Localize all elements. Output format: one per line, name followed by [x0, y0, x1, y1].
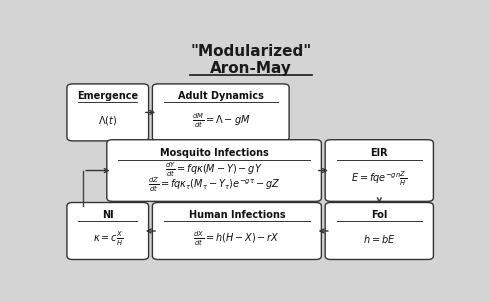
Text: Mosquito Infections: Mosquito Infections [160, 148, 269, 158]
Text: NI: NI [102, 210, 114, 220]
FancyBboxPatch shape [107, 140, 321, 201]
Text: $E = fqe^{-gn}\frac{Z}{H}$: $E = fqe^{-gn}\frac{Z}{H}$ [351, 170, 407, 188]
Text: Human Infections: Human Infections [189, 210, 285, 220]
Text: FoI: FoI [371, 210, 388, 220]
Text: EIR: EIR [370, 148, 388, 158]
FancyBboxPatch shape [152, 203, 321, 259]
Text: Emergence: Emergence [77, 92, 138, 101]
FancyBboxPatch shape [325, 140, 433, 201]
Text: Aron-May: Aron-May [210, 61, 292, 76]
Text: $\Lambda(t)$: $\Lambda(t)$ [98, 114, 118, 127]
FancyBboxPatch shape [325, 203, 433, 259]
Text: $\frac{dZ}{dt} = fq\kappa_{\tau}(M_{\tau} - Y_{\tau})e^{-g\tau} - gZ$: $\frac{dZ}{dt} = fq\kappa_{\tau}(M_{\tau… [148, 176, 280, 194]
Text: $\frac{dY}{dt} = fq\kappa(M - Y) - gY$: $\frac{dY}{dt} = fq\kappa(M - Y) - gY$ [165, 160, 263, 178]
FancyBboxPatch shape [67, 203, 148, 259]
Text: $\frac{dX}{dt} = h(H - X) - rX$: $\frac{dX}{dt} = h(H - X) - rX$ [194, 230, 280, 248]
Text: "Modularized": "Modularized" [191, 44, 312, 59]
FancyBboxPatch shape [152, 84, 289, 141]
Text: $h = bE$: $h = bE$ [363, 233, 395, 245]
Text: $\frac{dM}{dt} = \Lambda - gM$: $\frac{dM}{dt} = \Lambda - gM$ [192, 111, 250, 130]
FancyBboxPatch shape [67, 84, 148, 141]
Text: $\kappa = c\frac{X}{H}$: $\kappa = c\frac{X}{H}$ [93, 230, 123, 248]
FancyBboxPatch shape [55, 33, 447, 273]
Text: Adult Dynamics: Adult Dynamics [178, 92, 264, 101]
